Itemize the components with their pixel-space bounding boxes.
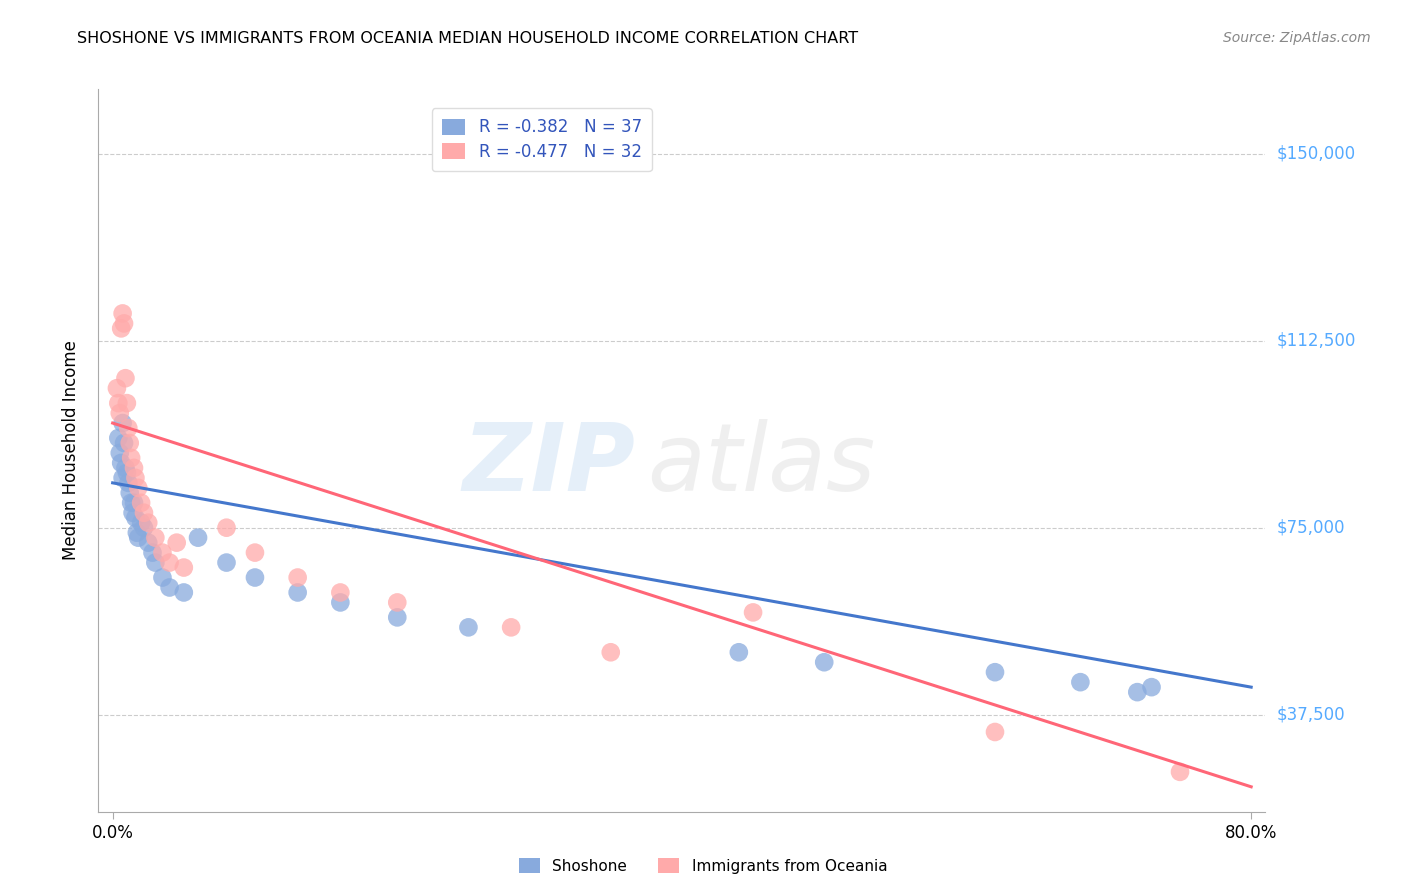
- Text: Source: ZipAtlas.com: Source: ZipAtlas.com: [1223, 31, 1371, 45]
- Text: $150,000: $150,000: [1277, 145, 1355, 163]
- Point: [143, 556, 166, 570]
- Point: [122, 496, 145, 510]
- Point: [125, 525, 148, 540]
- Point: [118, 436, 141, 450]
- Point: [110, 456, 132, 470]
- Point: [108, 446, 131, 460]
- Point: [107, 396, 129, 410]
- Point: [215, 556, 238, 570]
- Point: [387, 595, 409, 609]
- Point: [287, 570, 309, 584]
- Legend: Shoshone, Immigrants from Oceania: Shoshone, Immigrants from Oceania: [513, 852, 893, 880]
- Point: [129, 496, 152, 510]
- Point: [121, 506, 143, 520]
- Point: [132, 506, 155, 520]
- Point: [984, 725, 1007, 739]
- Point: [173, 585, 195, 599]
- Point: [107, 431, 129, 445]
- Point: [141, 546, 163, 560]
- Point: [159, 556, 181, 570]
- Point: [112, 436, 135, 450]
- Point: [727, 645, 749, 659]
- Point: [187, 531, 209, 545]
- Point: [329, 595, 352, 609]
- Point: [599, 645, 621, 659]
- Legend: R = -0.382   N = 37, R = -0.477   N = 32: R = -0.382 N = 37, R = -0.477 N = 32: [432, 108, 652, 171]
- Point: [114, 371, 136, 385]
- Point: [136, 535, 159, 549]
- Point: [387, 610, 409, 624]
- Point: [152, 546, 174, 560]
- Point: [108, 406, 131, 420]
- Text: $75,000: $75,000: [1277, 518, 1346, 537]
- Point: [114, 461, 136, 475]
- Point: [329, 585, 352, 599]
- Point: [152, 570, 174, 584]
- Text: atlas: atlas: [647, 419, 875, 510]
- Point: [118, 485, 141, 500]
- Point: [129, 516, 152, 530]
- Point: [122, 461, 145, 475]
- Point: [127, 481, 149, 495]
- Point: [243, 570, 266, 584]
- Point: [120, 450, 142, 465]
- Point: [1069, 675, 1091, 690]
- Point: [105, 381, 128, 395]
- Point: [111, 471, 134, 485]
- Point: [111, 416, 134, 430]
- Point: [117, 421, 139, 435]
- Point: [215, 521, 238, 535]
- Point: [143, 531, 166, 545]
- Y-axis label: Median Household Income: Median Household Income: [62, 341, 80, 560]
- Point: [287, 585, 309, 599]
- Text: SHOSHONE VS IMMIGRANTS FROM OCEANIA MEDIAN HOUSEHOLD INCOME CORRELATION CHART: SHOSHONE VS IMMIGRANTS FROM OCEANIA MEDI…: [77, 31, 859, 46]
- Text: $112,500: $112,500: [1277, 332, 1355, 350]
- Point: [111, 306, 134, 320]
- Point: [115, 466, 138, 480]
- Point: [127, 531, 149, 545]
- Point: [115, 396, 138, 410]
- Point: [124, 510, 146, 524]
- Text: ZIP: ZIP: [463, 419, 636, 511]
- Point: [813, 655, 835, 669]
- Point: [110, 321, 132, 335]
- Text: $37,500: $37,500: [1277, 706, 1346, 723]
- Point: [501, 620, 523, 634]
- Point: [159, 581, 181, 595]
- Point: [124, 471, 146, 485]
- Point: [120, 496, 142, 510]
- Point: [166, 535, 188, 549]
- Point: [457, 620, 479, 634]
- Point: [984, 665, 1007, 680]
- Point: [112, 317, 135, 331]
- Point: [243, 546, 266, 560]
- Point: [1140, 680, 1163, 694]
- Point: [117, 475, 139, 490]
- Point: [132, 521, 155, 535]
- Point: [173, 560, 195, 574]
- Point: [136, 516, 159, 530]
- Point: [742, 606, 765, 620]
- Point: [1168, 764, 1191, 779]
- Point: [1126, 685, 1149, 699]
